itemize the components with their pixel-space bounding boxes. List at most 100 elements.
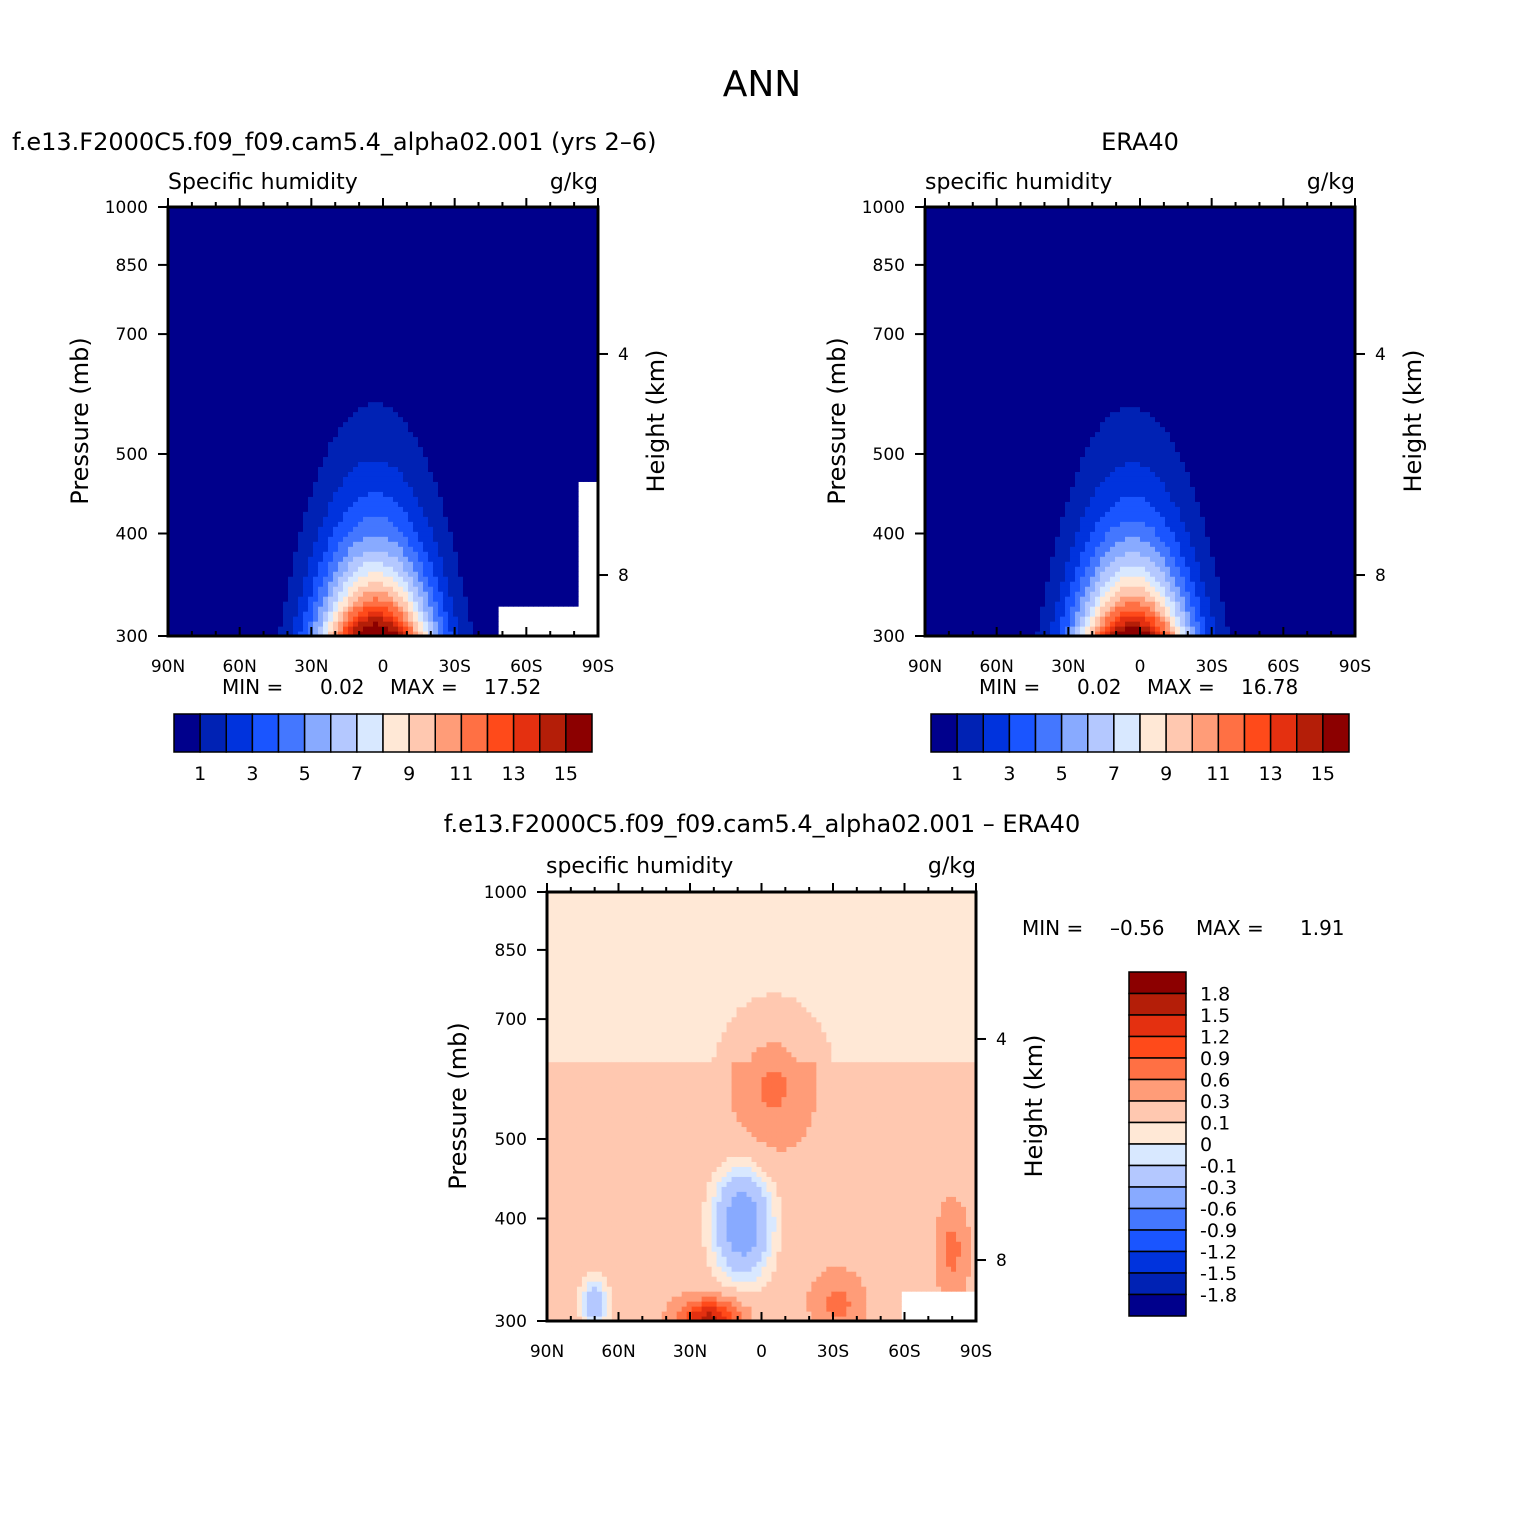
field-cell bbox=[208, 211, 214, 218]
field-cell bbox=[353, 561, 359, 567]
field-cell bbox=[263, 461, 269, 467]
field-cell bbox=[373, 501, 379, 507]
field-cell bbox=[208, 331, 214, 338]
field-cell bbox=[293, 381, 299, 388]
field-cell bbox=[208, 456, 214, 463]
field-cell bbox=[388, 207, 394, 213]
field-cell bbox=[383, 576, 389, 582]
field-cell bbox=[283, 526, 289, 532]
field-cell bbox=[443, 556, 449, 562]
field-cell bbox=[323, 461, 329, 467]
field-cell bbox=[383, 506, 389, 512]
field-cell bbox=[228, 346, 234, 353]
field-cell bbox=[408, 261, 414, 268]
field-cell bbox=[353, 601, 359, 607]
field-cell bbox=[273, 516, 279, 522]
field-cell bbox=[288, 591, 294, 597]
field-cell bbox=[283, 506, 289, 512]
field-cell bbox=[438, 381, 444, 388]
field-cell bbox=[323, 621, 329, 627]
field-cell bbox=[198, 586, 204, 592]
field-cell bbox=[178, 486, 184, 492]
field-cell bbox=[423, 481, 429, 487]
field-cell bbox=[248, 631, 254, 637]
field-cell bbox=[258, 371, 264, 378]
field-cell bbox=[373, 251, 379, 258]
field-cell bbox=[393, 631, 399, 637]
field-cell bbox=[253, 321, 259, 328]
field-cell bbox=[193, 291, 199, 298]
field-cell bbox=[293, 511, 299, 517]
field-cell bbox=[178, 591, 184, 597]
field-cell bbox=[403, 336, 409, 343]
field-cell bbox=[323, 341, 329, 348]
field-cell bbox=[243, 241, 249, 248]
field-cell bbox=[348, 261, 354, 268]
field-cell bbox=[308, 486, 314, 492]
field-cell bbox=[328, 296, 334, 303]
field-cell bbox=[453, 516, 459, 522]
field-cell bbox=[243, 581, 249, 587]
field-cell bbox=[273, 356, 279, 363]
field-cell bbox=[313, 366, 319, 373]
field-cell bbox=[263, 591, 269, 597]
field-cell bbox=[238, 481, 244, 487]
field-cell bbox=[423, 346, 429, 353]
field-cell bbox=[268, 341, 274, 348]
field-cell bbox=[178, 281, 184, 288]
field-cell bbox=[233, 331, 239, 338]
field-cell bbox=[373, 616, 379, 622]
field-cell bbox=[373, 491, 379, 497]
field-cell bbox=[358, 481, 364, 487]
field-cell bbox=[368, 511, 374, 517]
field-cell bbox=[438, 401, 444, 408]
field-cell bbox=[393, 591, 399, 597]
field-cell bbox=[308, 351, 314, 358]
field-cell bbox=[253, 331, 259, 338]
field-cell bbox=[178, 621, 184, 627]
field-cell bbox=[263, 261, 269, 268]
field-cell bbox=[278, 351, 284, 358]
field-cell bbox=[378, 481, 384, 487]
field-cell bbox=[253, 586, 259, 592]
field-cell bbox=[423, 381, 429, 388]
field-cell bbox=[383, 266, 389, 273]
field-cell bbox=[428, 466, 434, 472]
field-cell bbox=[393, 586, 399, 592]
field-cell bbox=[208, 526, 214, 532]
field-cell bbox=[403, 251, 409, 258]
field-cell bbox=[338, 466, 344, 472]
field-cell bbox=[173, 631, 179, 637]
field-cell bbox=[358, 566, 364, 572]
field-cell bbox=[443, 276, 449, 283]
field-cell bbox=[258, 207, 264, 213]
field-cell bbox=[353, 621, 359, 627]
field-cell bbox=[168, 446, 174, 453]
field-cell bbox=[203, 261, 209, 268]
field-cell bbox=[353, 311, 359, 318]
field-cell bbox=[213, 496, 219, 502]
field-cell bbox=[363, 286, 369, 293]
field-cell bbox=[208, 476, 214, 482]
field-cell bbox=[298, 611, 304, 617]
field-cell bbox=[283, 241, 289, 248]
field-cell bbox=[433, 231, 439, 238]
field-cell bbox=[343, 631, 349, 637]
field-cell bbox=[293, 531, 299, 537]
field-cell bbox=[343, 221, 349, 228]
field-cell bbox=[323, 606, 329, 612]
field-cell bbox=[263, 256, 269, 263]
field-cell bbox=[363, 336, 369, 343]
field-cell bbox=[383, 601, 389, 607]
field-cell bbox=[183, 411, 189, 418]
field-cell bbox=[178, 301, 184, 308]
field-cell bbox=[358, 346, 364, 353]
field-cell bbox=[428, 556, 434, 562]
field-cell bbox=[333, 536, 339, 542]
field-cell bbox=[433, 496, 439, 502]
field-cell bbox=[378, 616, 384, 622]
field-cell bbox=[318, 371, 324, 378]
field-cell bbox=[288, 341, 294, 348]
field-cell bbox=[243, 416, 249, 423]
field-cell bbox=[333, 331, 339, 338]
